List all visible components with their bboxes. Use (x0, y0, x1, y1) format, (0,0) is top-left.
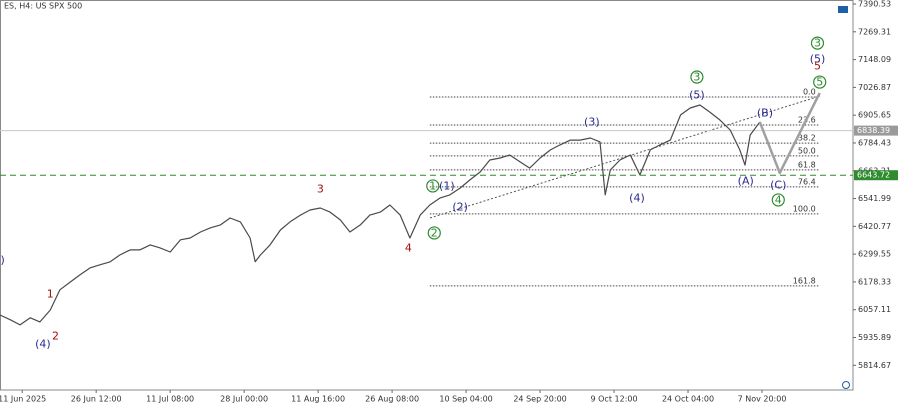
y-tick-label: 6057.11 (858, 305, 891, 314)
x-tick-label: 9 Oct 12:00 (591, 395, 638, 404)
wave-circle (771, 193, 785, 207)
y-tick-label: 6905.65 (858, 111, 891, 120)
y-tick-label: 7148.09 (858, 55, 891, 64)
wave-label: 4 (775, 193, 782, 206)
wave-label: 3 (693, 71, 700, 84)
fib-label: 76.4 (798, 177, 816, 186)
x-tick-label: 28 Jul 00:00 (220, 395, 268, 404)
fib-label: 50.0 (798, 146, 816, 155)
x-tick-label: 24 Sep 20:00 (513, 395, 566, 404)
wave-label: 5 (816, 76, 823, 89)
wave-label: 1 (47, 287, 54, 300)
wave-label: (5) (810, 53, 826, 66)
wave-circle (813, 75, 827, 89)
wave-label: (2) (452, 201, 468, 214)
projection-path (758, 92, 821, 175)
price-label: 6838.39 (857, 126, 890, 135)
wave-circle (427, 226, 441, 240)
wave-label: (4) (629, 191, 645, 204)
price-line-series (0, 104, 761, 326)
wave-label: 3 (317, 182, 324, 195)
chart-title: ES, H4: US SPX 500 (4, 2, 82, 11)
x-tick-label: 11 Jun 2025 (0, 395, 46, 404)
y-tick-label: 5814.67 (858, 361, 891, 370)
wave-label: (B) (757, 107, 773, 120)
y-tick-label: 6299.55 (858, 250, 891, 259)
wave-label: (3) (584, 115, 600, 128)
y-tick-label: 6178.33 (858, 277, 891, 286)
y-tick-label: 7390.53 (858, 0, 891, 9)
x-tick-label: 24 Oct 04:00 (662, 395, 714, 404)
wave-circle (810, 36, 825, 50)
wave-circle (690, 70, 704, 84)
plot-border (0, 0, 854, 391)
price-label: 6643.72 (857, 171, 890, 180)
toolbar-icon (838, 6, 848, 13)
x-tick-label: 11 Jul 08:00 (146, 395, 194, 404)
wave-label: (C) (770, 179, 786, 192)
y-tick-label: 6784.43 (858, 138, 891, 147)
x-tick-label: 26 Aug 08:00 (365, 395, 419, 404)
x-tick-label: 11 Aug 16:00 (291, 395, 345, 404)
wave-label: (4) (35, 337, 51, 350)
scroll-icon (842, 381, 850, 389)
price-label-box (854, 170, 898, 181)
x-tick-label: 7 Nov 20:00 (738, 395, 787, 404)
wave-label: 4 (405, 241, 412, 254)
fib-label: 100.0 (793, 204, 816, 213)
x-tick-label: 26 Jun 12:00 (71, 395, 122, 404)
y-tick-label: 5935.89 (858, 333, 891, 342)
price-label-box (854, 125, 898, 136)
wave-label: 2 (431, 226, 438, 239)
x-tick-label: 10 Sep 04:00 (439, 395, 492, 404)
wave-label: (5) (689, 88, 705, 101)
wave-label: (1) (439, 179, 455, 192)
wave-label: (A) (738, 174, 754, 187)
y-tick-label: 6420.77 (858, 222, 891, 231)
fib-label: 161.8 (793, 276, 816, 285)
wave-circle (426, 179, 440, 193)
fib-label: 38.2 (798, 134, 816, 143)
wave-label: 5 (814, 60, 821, 73)
y-tick-label: 6541.99 (858, 194, 891, 203)
wave-label: 1 (429, 179, 436, 192)
fib-label: 0.0 (803, 87, 816, 96)
fib-label: 61.8 (798, 160, 816, 169)
wave-label: 3 (814, 37, 821, 50)
wave-label: (3) (0, 254, 5, 267)
y-tick-label: 7026.87 (858, 83, 891, 92)
wave-label: 2 (52, 329, 59, 342)
y-tick-label: 7269.31 (858, 27, 891, 36)
